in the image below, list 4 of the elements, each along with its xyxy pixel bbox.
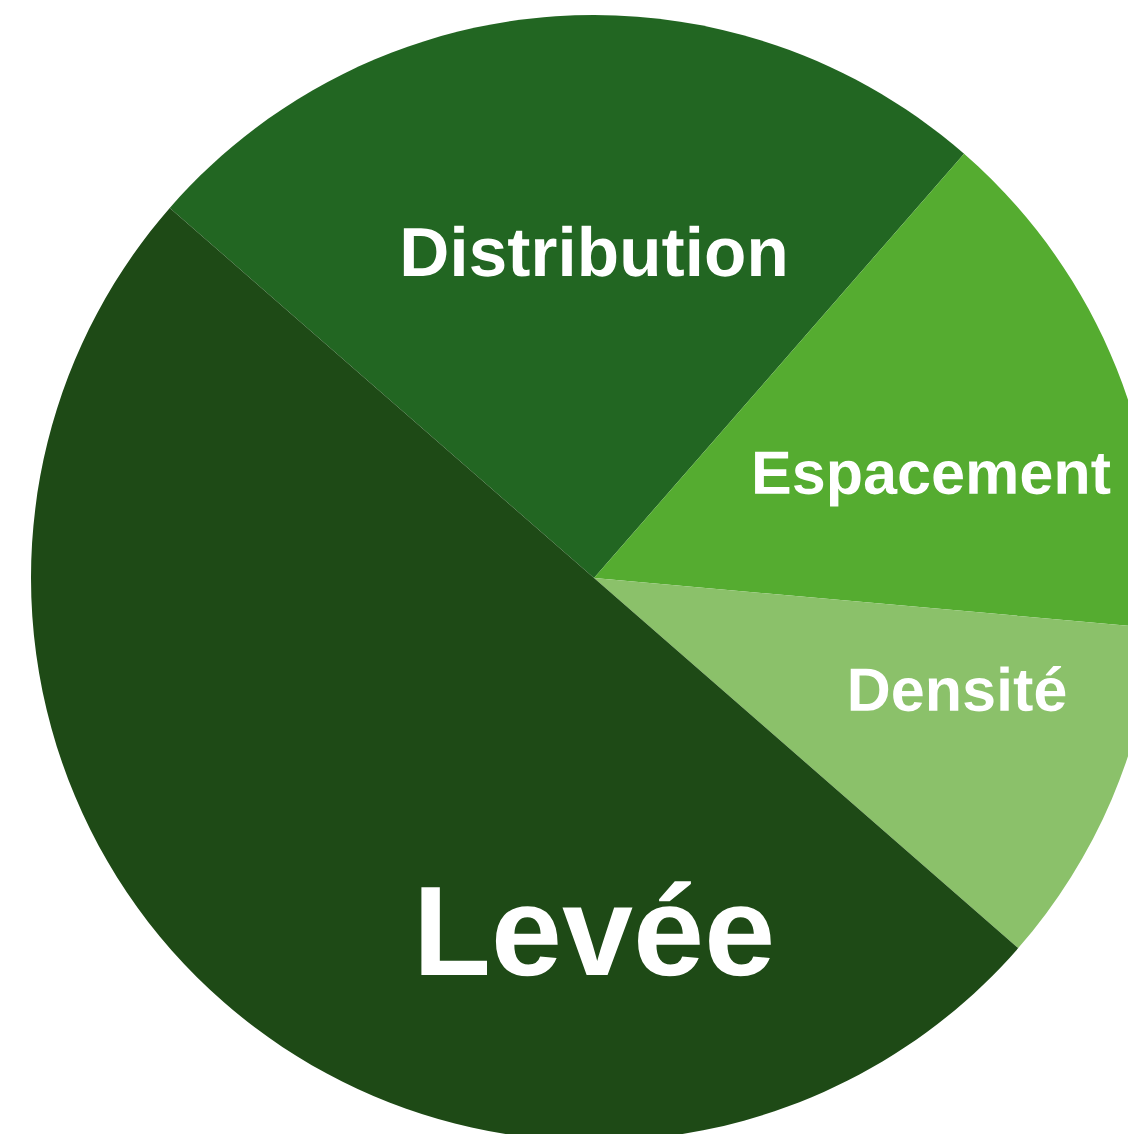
- slice-label: Levée: [421, 881, 771, 977]
- slice-label: Distribution: [403, 225, 785, 277]
- slice-label: Espacement: [755, 451, 1111, 507]
- slice-label: Densité: [850, 665, 1066, 712]
